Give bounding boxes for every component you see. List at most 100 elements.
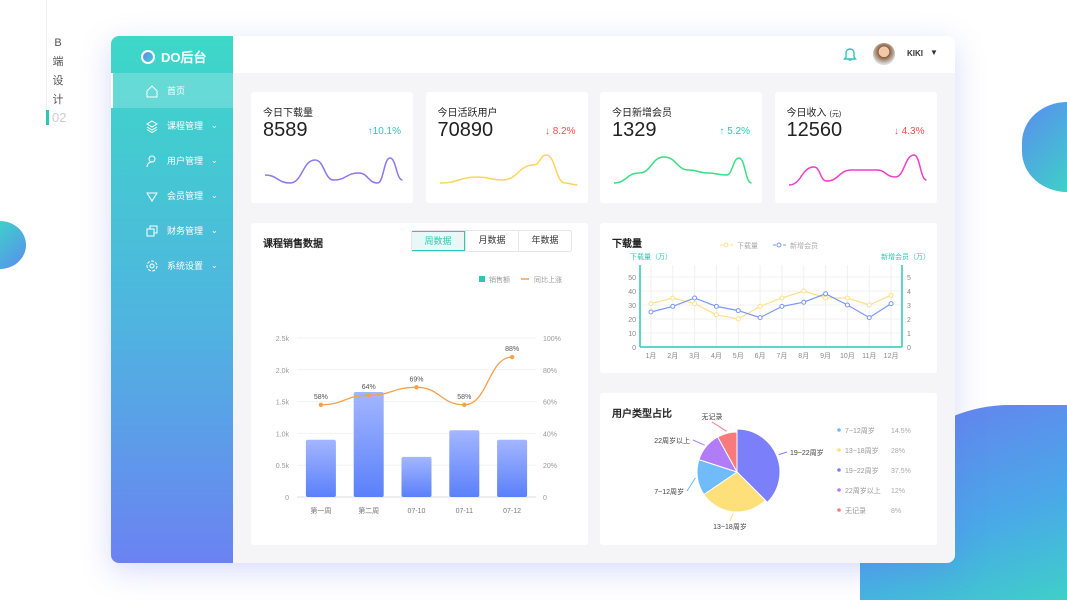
logo[interactable]: DO后台 <box>141 47 207 66</box>
y2-axis-title: 新增会员（万） <box>881 252 930 261</box>
x-tick-label: 1月 <box>645 352 656 360</box>
x-tick-label: 8月 <box>798 352 809 360</box>
x-tick-label: 11月 <box>862 352 876 360</box>
legend-dot <box>837 448 841 452</box>
y2-tick-label: 2 <box>907 317 911 324</box>
sidebar-item-label: 课程管理 <box>167 121 204 131</box>
side-caption: B 端 设 计 <box>52 34 64 110</box>
stat-card: 今日新增会员 1329 ↑ 5.2% <box>600 92 762 203</box>
series-point <box>648 309 654 315</box>
card-title: 用户类型占比 <box>612 409 672 420</box>
y2-tick-label: 0 <box>907 345 911 352</box>
sidebar-item-4[interactable]: 财务管理 ⌄ <box>111 213 233 248</box>
chevron-down-icon: ⌄ <box>211 121 218 130</box>
stat-delta: ↑ 5.2% <box>719 126 750 137</box>
series-point <box>648 301 654 307</box>
data-label: 88% <box>505 346 519 353</box>
sidebar-item-1[interactable]: 课程管理 ⌄ <box>111 108 233 143</box>
legend-label: 7~12周岁 <box>845 426 875 435</box>
sidebar-item-0[interactable]: 首页 <box>111 73 233 108</box>
y2-tick-label: 0 <box>543 495 547 502</box>
user-type-card: 用户类型占比 19~22周岁 13~18周岁 7~12周岁 22周岁以上 无记录 7~12… <box>600 393 937 545</box>
legend-label: 同比上涨 <box>534 275 562 284</box>
sidebar-item-5[interactable]: 系统设置 ⌄ <box>111 248 233 283</box>
user-icon <box>146 155 156 167</box>
app-window: DO后台 首页 课程管理 ⌄ 用户管理 ⌄ 会员管理 ⌄ 财务管理 ⌄ 系统设置 ⌄ KIKI ▼ … <box>111 36 955 563</box>
x-tick-label: 12月 <box>884 352 899 360</box>
pie-slice <box>736 428 781 504</box>
x-tick-label: 5月 <box>733 352 744 360</box>
series-point <box>735 316 741 322</box>
data-label: 64% <box>362 384 376 391</box>
sparkline <box>439 154 578 186</box>
sidebar-item-3[interactable]: 会员管理 ⌄ <box>111 178 233 213</box>
tab-week[interactable]: 周数据 <box>412 231 465 251</box>
legend-value: 12% <box>891 488 905 495</box>
stat-delta: ↓ 4.3% <box>893 126 925 137</box>
y2-tick-label: 5 <box>907 275 911 282</box>
x-tick-label: 4月 <box>711 352 722 360</box>
growth-point <box>318 402 324 407</box>
x-tick-label: 7月 <box>776 352 787 360</box>
bar <box>449 430 480 497</box>
growth-line <box>320 356 513 406</box>
card-title: 课程销售数据 <box>263 239 323 250</box>
legend-value: 8% <box>891 508 901 515</box>
bar <box>305 439 336 497</box>
y2-tick-label: 100% <box>543 336 561 343</box>
username[interactable]: KIKI <box>907 49 923 58</box>
y-tick-label: 20 <box>628 317 636 324</box>
x-tick-label: 6月 <box>755 352 766 360</box>
y2-tick-label: 40% <box>543 431 557 438</box>
chevron-down-icon: ⌄ <box>211 226 218 235</box>
series-point <box>888 301 894 307</box>
pie-label: 7~12周岁 <box>654 487 684 496</box>
x-tick-label: 07-12 <box>503 508 521 515</box>
avatar[interactable] <box>873 43 895 65</box>
chevron-down-icon: ⌄ <box>211 261 218 270</box>
stat-delta: ↓ 8.2% <box>544 126 576 137</box>
pie-label: 22周岁以上 <box>654 436 690 445</box>
stat-title: 今日活跃用户 <box>437 108 498 119</box>
sidebar-item-label: 首页 <box>167 86 186 96</box>
y2-tick-label: 20% <box>543 463 557 470</box>
legend-value: 28% <box>891 448 905 455</box>
series-point <box>670 295 676 301</box>
bar <box>401 456 432 497</box>
legend-label: 无记录 <box>845 507 866 515</box>
x-tick-label: 07-11 <box>456 508 473 515</box>
stat-title: 今日新增会员 <box>612 108 672 119</box>
caret-down-icon[interactable]: ▼ <box>930 48 938 57</box>
legend-dot <box>837 428 841 432</box>
chevron-down-icon: ⌄ <box>211 156 218 165</box>
page-number: 02 <box>46 110 66 125</box>
sidebar-item-label: 会员管理 <box>167 191 204 201</box>
bar <box>353 392 384 497</box>
layers-icon <box>146 119 158 133</box>
y-tick-label: 50 <box>628 275 636 282</box>
tab-year[interactable]: 年数据 <box>518 231 571 251</box>
sales-card: 课程销售数据 周数据 月数据 年数据 销售额 同比上涨 0 0 0.5k 20% 1.0k 4… <box>251 223 588 545</box>
series-point <box>713 312 719 318</box>
sidebar-item-label: 系统设置 <box>167 261 204 271</box>
tab-month[interactable]: 月数据 <box>465 231 518 251</box>
sidebar-item-2[interactable]: 用户管理 ⌄ <box>111 143 233 178</box>
decor-circle <box>1022 102 1067 192</box>
y-tick-label: 1.5k <box>276 400 290 407</box>
downloads-card: 下载量 下载量 新增会员 下载量（万） 新增会员（万） 0 0 10 1 20 2 30 3 40 4 50… <box>600 223 937 373</box>
x-tick-label: 10月 <box>840 352 855 360</box>
legend-dot <box>837 468 841 472</box>
bell-icon[interactable] <box>843 46 857 62</box>
pie-label: 无记录 <box>702 413 723 421</box>
growth-point <box>509 354 515 360</box>
stat-value: 1329 <box>612 119 657 141</box>
stat-card: 今日收入 (元) 12560 ↓ 4.3% <box>774 92 937 203</box>
y-tick-label: 0 <box>285 495 289 502</box>
series-point <box>757 303 763 309</box>
caption-char: 设 <box>52 75 64 87</box>
period-tabs: 周数据 月数据 年数据 <box>411 230 572 252</box>
legend-dot <box>837 508 841 512</box>
caption-char: 计 <box>52 94 64 106</box>
data-label: 58% <box>457 394 471 401</box>
